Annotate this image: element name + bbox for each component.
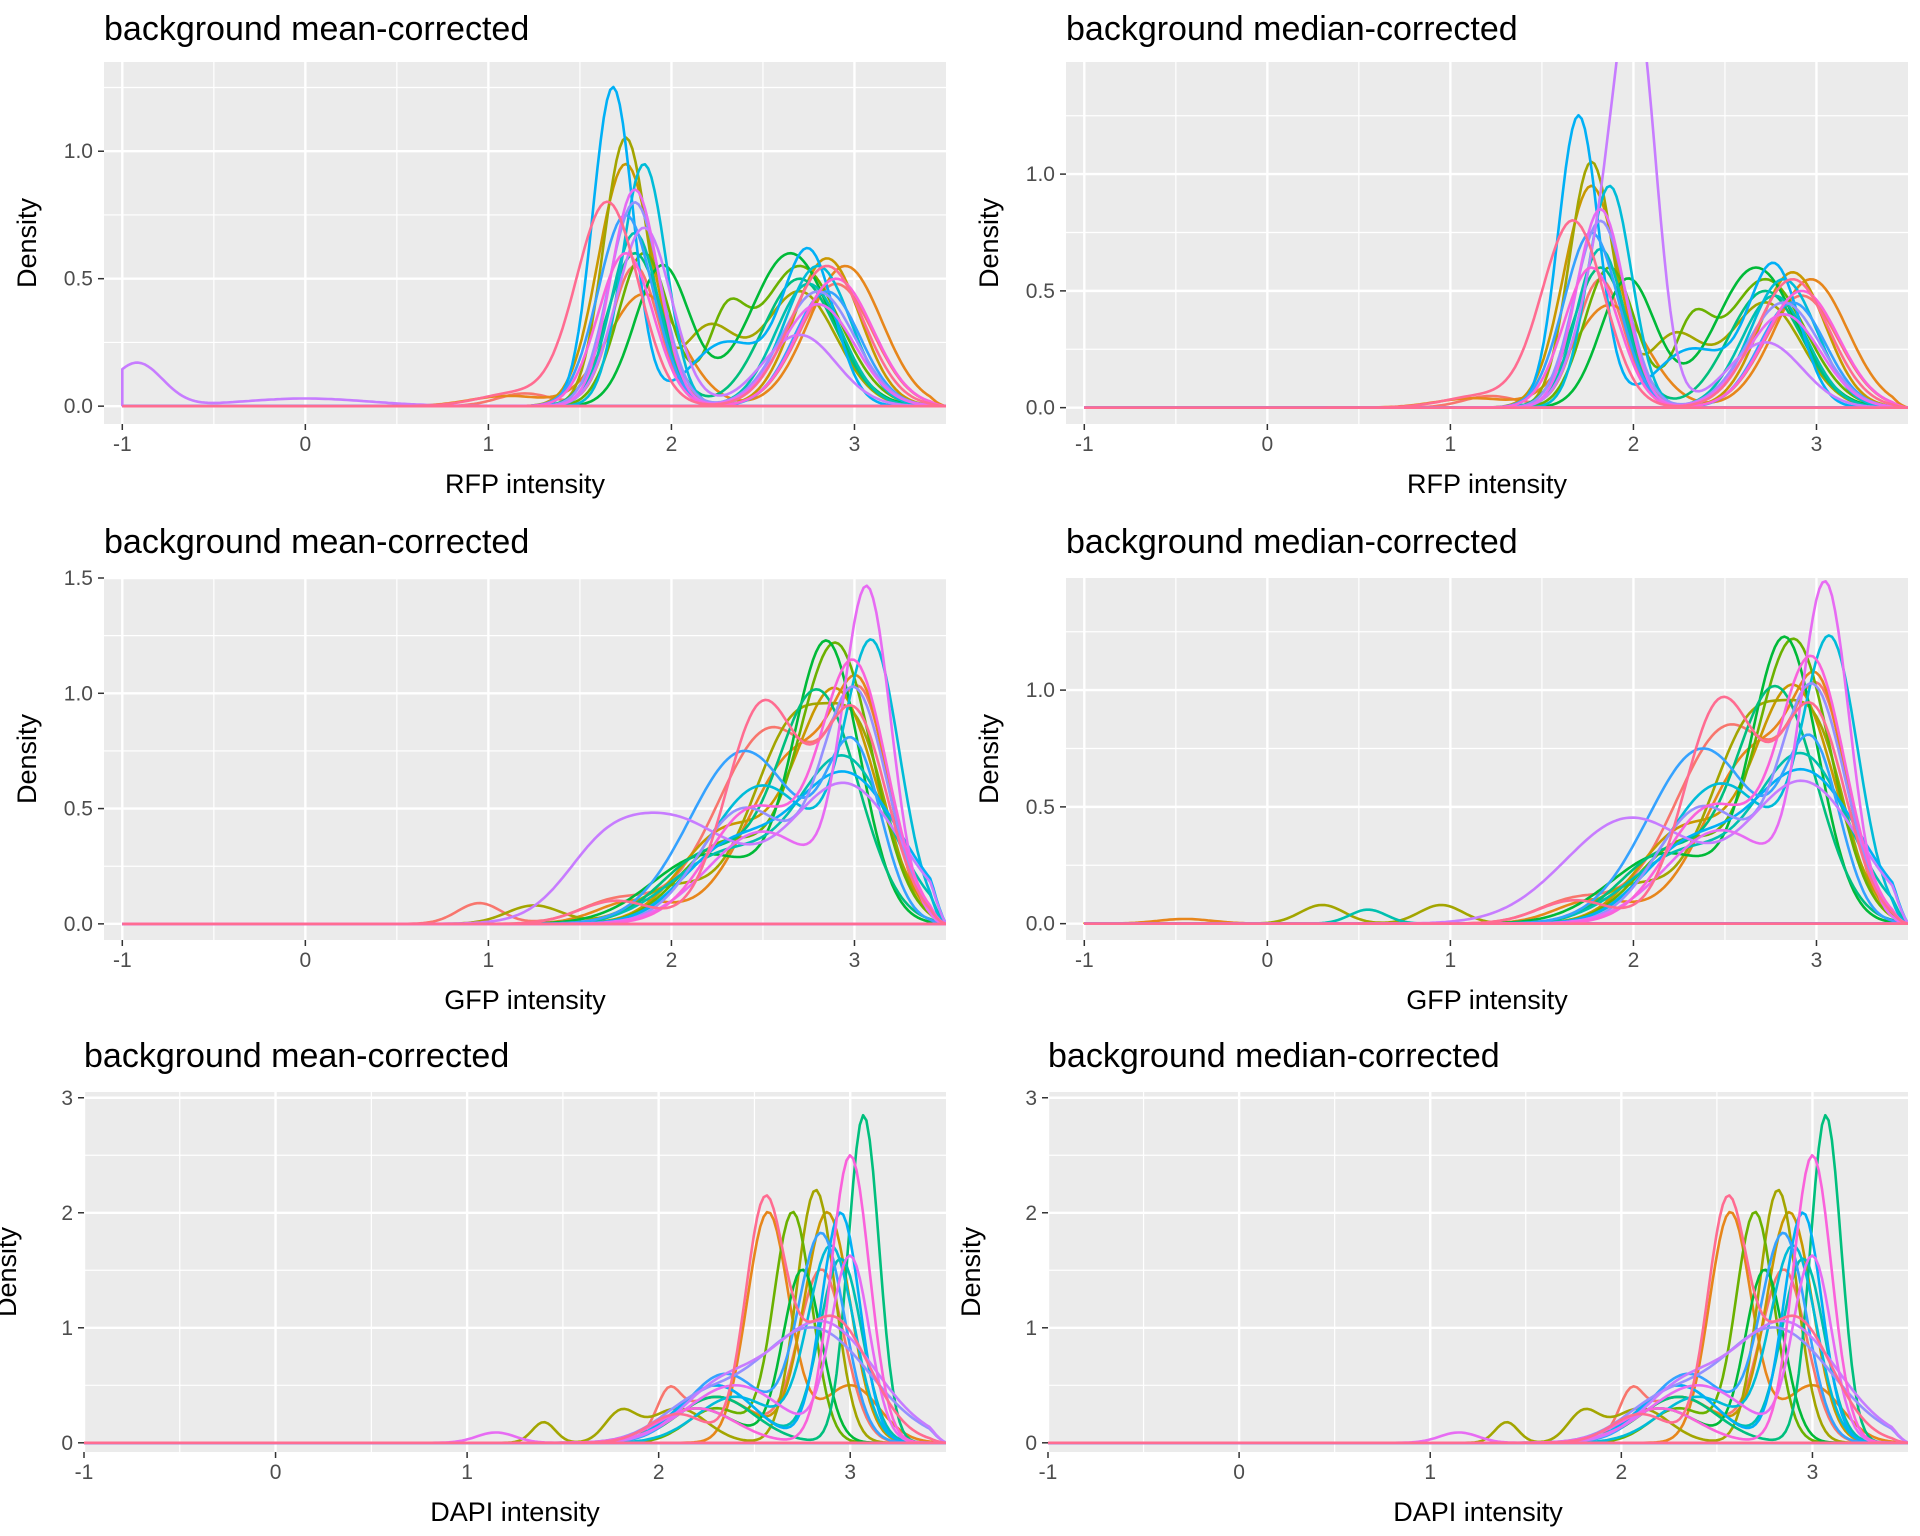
x-tick-label: 2 [1628, 433, 1640, 456]
x-tick-label: 0 [300, 433, 312, 456]
x-tick-label: -1 [113, 433, 132, 456]
y-axis-title: Density [974, 713, 1004, 804]
x-tick-label: 0 [1262, 433, 1274, 456]
density-line-series-16 [122, 698, 946, 926]
y-tick-label: 1 [61, 1317, 73, 1340]
x-tick-label: 1 [461, 1461, 473, 1484]
y-tick-label: 0.0 [1026, 397, 1055, 420]
y-tick-label: 0.5 [1026, 280, 1055, 303]
x-tick-label: 1 [1424, 1461, 1436, 1484]
density-line-series-16 [1084, 219, 1908, 409]
y-tick-label: 3 [1025, 1087, 1037, 1110]
density-lines [1084, 62, 1908, 409]
x-axis-title: GFP intensity [444, 985, 606, 1015]
plot-background [1066, 62, 1908, 424]
x-tick-label: 1 [483, 433, 495, 456]
panel-title: background median-corrected [1048, 1037, 1500, 1075]
x-tick-label: -1 [1075, 949, 1094, 972]
y-tick-label: 1 [1025, 1317, 1037, 1340]
density-lines [122, 584, 946, 926]
x-axis-title: RFP intensity [1407, 469, 1568, 499]
x-tick-label: 1 [1445, 433, 1457, 456]
y-tick-label: 0.0 [1026, 913, 1055, 936]
x-tick-label: 3 [1811, 433, 1823, 456]
y-tick-label: 1.0 [64, 140, 93, 163]
plot-background [1048, 1092, 1908, 1452]
y-tick-label: 0.5 [1026, 796, 1055, 819]
y-tick-label: 1.0 [64, 682, 93, 705]
chart-panel-1: background mean-corrected -1 0 1 2 3 0.0 0.5 1.0… [12, 10, 946, 499]
x-tick-label: -1 [113, 949, 132, 972]
x-tick-label: 2 [653, 1461, 665, 1484]
chart-panel-4: background median-corrected -1 0 1 2 3 0.0 0.5 1… [974, 523, 1908, 1015]
x-tick-label: 3 [1807, 1461, 1819, 1484]
chart-panel-5: background mean-corrected-1 0 1 2 30123DAPI … [0, 1037, 946, 1527]
y-tick-label: 0.0 [64, 913, 93, 936]
x-tick-label: 0 [270, 1461, 282, 1484]
panel-title: background median-corrected [1066, 523, 1518, 561]
plot-background [104, 578, 946, 940]
y-tick-label: 0 [61, 1432, 73, 1455]
x-tick-label: -1 [1039, 1461, 1058, 1484]
y-tick-label: 0.5 [64, 268, 93, 291]
density-line-series-16 [1084, 695, 1908, 925]
x-tick-label: 0 [1233, 1461, 1245, 1484]
x-tick-label: 0 [1262, 949, 1274, 972]
plot-background [104, 62, 946, 424]
x-tick-label: 2 [1615, 1461, 1627, 1484]
chart-panel-3: background mean-corrected -1 0 1 2 3 0.0 0.5 1.0… [12, 523, 946, 1015]
density-line-series-16 [1048, 1194, 1908, 1445]
y-tick-label: 1.0 [1026, 679, 1055, 702]
x-tick-label: 3 [849, 433, 861, 456]
x-tick-label: 1 [1445, 949, 1457, 972]
plot-background [84, 1092, 946, 1452]
y-tick-label: 0.5 [64, 798, 93, 821]
y-tick-label: 0 [1025, 1432, 1037, 1455]
x-tick-label: -1 [1075, 433, 1094, 456]
density-line-series-16 [84, 1194, 946, 1445]
y-axis-title: Density [956, 1226, 986, 1317]
panel-title: background mean-corrected [84, 1037, 509, 1075]
panel-title: background mean-corrected [104, 523, 529, 561]
y-tick-label: 0.0 [64, 395, 93, 418]
x-axis-title: GFP intensity [1406, 985, 1568, 1015]
plot-background [1066, 578, 1908, 940]
density-lines [84, 1113, 946, 1445]
y-tick-label: 2 [61, 1202, 73, 1225]
x-tick-label: 3 [849, 949, 861, 972]
y-tick-label: 2 [1025, 1202, 1037, 1225]
x-tick-label: 2 [666, 949, 678, 972]
x-axis-title: RFP intensity [445, 469, 606, 499]
density-lines [1048, 1113, 1908, 1445]
density-lines [121, 85, 946, 408]
y-tick-label: 3 [61, 1087, 73, 1110]
y-axis-title: Density [974, 197, 1004, 288]
x-axis-title: DAPI intensity [430, 1497, 600, 1527]
x-tick-label: 3 [1811, 949, 1823, 972]
chart-panel-6: background median-corrected-1 0 1 2 30123DAP… [956, 1037, 1908, 1527]
x-tick-label: 2 [666, 433, 678, 456]
x-tick-label: 0 [300, 949, 312, 972]
density-line-series-16 [122, 200, 946, 408]
x-tick-label: 2 [1628, 949, 1640, 972]
y-axis-title: Density [0, 1226, 22, 1317]
x-axis-title: DAPI intensity [1393, 1497, 1563, 1527]
panel-title: background mean-corrected [104, 10, 529, 48]
x-tick-label: 3 [844, 1461, 856, 1484]
y-tick-label: 1.5 [64, 567, 93, 590]
panel-title: background median-corrected [1066, 10, 1518, 48]
density-lines [1083, 580, 1908, 925]
y-axis-title: Density [12, 713, 42, 804]
x-tick-label: 1 [483, 949, 495, 972]
chart-panel-2: background median-corrected -1 0 1 2 3 0.0 0.5 1… [974, 10, 1908, 499]
x-tick-label: -1 [75, 1461, 94, 1484]
y-axis-title: Density [12, 197, 42, 288]
y-tick-label: 1.0 [1026, 163, 1055, 186]
